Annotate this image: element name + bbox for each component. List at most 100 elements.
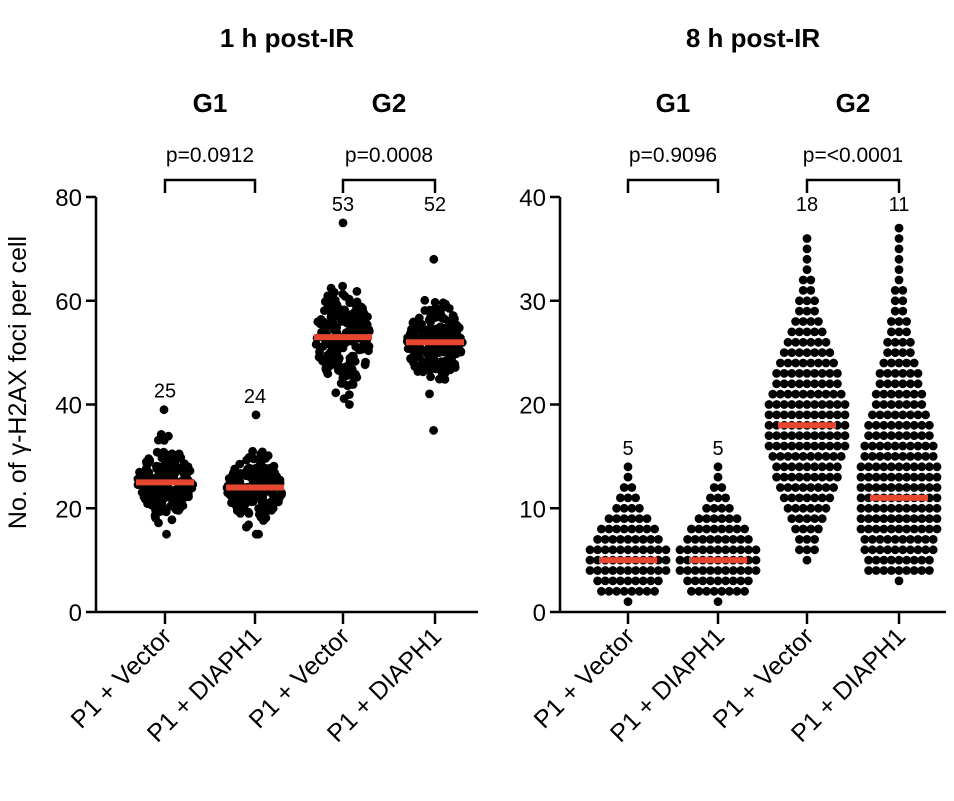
- data-point: [898, 452, 908, 461]
- data-point: [887, 389, 896, 399]
- data-point: [675, 566, 685, 575]
- data-point: [887, 431, 896, 440]
- data-point: [894, 576, 904, 586]
- data-point: [814, 483, 823, 492]
- data-point: [787, 493, 797, 503]
- data-point: [890, 452, 900, 461]
- data-point: [871, 400, 881, 409]
- data-point: [736, 576, 746, 586]
- data-point: [791, 317, 800, 326]
- data-point: [810, 535, 819, 544]
- data-point: [890, 337, 900, 347]
- data-point: [898, 296, 908, 306]
- data-point: [764, 400, 774, 409]
- data-point: [702, 514, 711, 523]
- data-point: [447, 352, 457, 362]
- data-point: [338, 281, 347, 291]
- data-point: [612, 524, 621, 534]
- data-point: [698, 545, 708, 555]
- data-point: [928, 441, 938, 451]
- data-point: [631, 566, 640, 575]
- data-point: [894, 566, 904, 575]
- data-point: [932, 493, 942, 503]
- data-point: [917, 389, 927, 399]
- data-point: [259, 499, 269, 509]
- y-tick-label: 40: [519, 185, 546, 212]
- data-point: [887, 524, 896, 534]
- data-point: [709, 586, 719, 596]
- data-point: [274, 497, 283, 507]
- data-point: [825, 431, 835, 440]
- data-point: [802, 535, 812, 544]
- data-point: [616, 493, 625, 503]
- data-point: [932, 514, 942, 523]
- data-point: [894, 514, 904, 523]
- data-point: [631, 535, 640, 544]
- data-point: [683, 545, 692, 555]
- data-point: [345, 400, 354, 409]
- data-point: [779, 379, 789, 389]
- data-point: [430, 297, 440, 307]
- data-point: [887, 566, 896, 575]
- data-point: [709, 514, 719, 523]
- data-point: [163, 486, 173, 495]
- data-point: [453, 346, 462, 356]
- data-point: [764, 441, 774, 451]
- data-point: [783, 389, 793, 399]
- data-point: [921, 452, 930, 461]
- data-point: [806, 524, 816, 534]
- data-point: [635, 503, 644, 513]
- data-point: [817, 462, 827, 472]
- data-point: [806, 452, 816, 461]
- data-point: [779, 431, 789, 440]
- data-point: [879, 555, 889, 565]
- data-point: [646, 566, 656, 575]
- data-point: [829, 389, 838, 399]
- data-point: [329, 288, 339, 297]
- data-point: [856, 514, 866, 523]
- data-point: [787, 400, 797, 409]
- data-point: [791, 337, 800, 347]
- data-point: [315, 319, 325, 329]
- panel-title: 1 h post-IR: [220, 23, 355, 53]
- data-point: [906, 348, 915, 357]
- data-point: [717, 524, 727, 534]
- data-point: [435, 374, 444, 384]
- data-point: [902, 431, 911, 440]
- data-point: [772, 472, 781, 482]
- data-point: [894, 431, 904, 440]
- data-point: [444, 316, 453, 326]
- data-point: [248, 477, 258, 487]
- data-point: [184, 492, 193, 502]
- data-point: [840, 431, 850, 440]
- data-point: [883, 369, 892, 378]
- data-point: [772, 379, 781, 389]
- data-point: [779, 441, 789, 451]
- data-point: [883, 441, 892, 451]
- data-point: [721, 576, 730, 586]
- data-point: [821, 337, 831, 347]
- y-tick-label: 10: [519, 496, 546, 523]
- data-point: [795, 472, 804, 482]
- data-point: [894, 244, 904, 254]
- data-point: [623, 535, 633, 544]
- data-point: [631, 576, 640, 586]
- data-point: [894, 358, 904, 368]
- data-point: [802, 234, 812, 243]
- data-point: [787, 348, 797, 357]
- data-point: [856, 493, 866, 503]
- data-point: [802, 265, 812, 274]
- data-point: [833, 410, 842, 420]
- data-point: [868, 410, 877, 420]
- data-point: [898, 337, 908, 347]
- data-point: [446, 323, 455, 333]
- data-point: [840, 420, 850, 430]
- data-point: [890, 296, 900, 306]
- data-point: [821, 483, 831, 492]
- data-point: [810, 545, 819, 555]
- data-point: [779, 493, 789, 503]
- data-point: [597, 524, 606, 534]
- data-point: [721, 535, 730, 544]
- data-point: [791, 452, 800, 461]
